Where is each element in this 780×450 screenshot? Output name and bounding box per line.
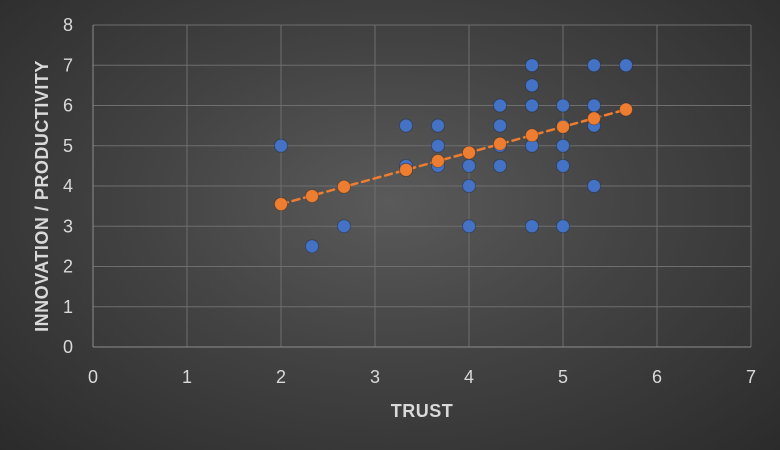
- data-point: [305, 239, 320, 254]
- data-point: [556, 158, 570, 173]
- x-tick-label: 0: [88, 367, 98, 387]
- y-axis-title: INNOVATION / PRODUCTIVITY: [32, 60, 52, 332]
- y-tick-label: 7: [63, 55, 73, 75]
- data-point: [493, 158, 508, 173]
- data-point: [462, 179, 476, 193]
- data-point: [524, 219, 539, 234]
- data-point: [430, 118, 445, 133]
- fitted-point: [305, 189, 320, 204]
- fitted-point: [430, 154, 445, 169]
- data-point: [556, 219, 570, 234]
- y-tick-label: 3: [63, 216, 73, 236]
- fitted-point: [493, 136, 508, 151]
- x-tick-label: 4: [464, 367, 474, 387]
- x-tick-label: 2: [276, 367, 286, 387]
- fitted-point: [556, 119, 570, 134]
- tick-labels: 0 1 2 3 4 5 6 7 0 1 2 3 4 5 6 7 8: [63, 15, 756, 387]
- x-tick-label: 7: [746, 367, 756, 387]
- data-point: [493, 98, 508, 113]
- data-point: [462, 219, 476, 234]
- y-tick-label: 2: [63, 257, 73, 277]
- fitted-point: [274, 197, 288, 212]
- fitted-point: [587, 111, 602, 126]
- y-tick-label: 4: [63, 176, 73, 196]
- y-tick-label: 5: [63, 136, 73, 156]
- data-point: [556, 138, 570, 153]
- fitted-point: [462, 145, 476, 160]
- x-tick-label: 5: [558, 367, 568, 387]
- trendline: [279, 108, 628, 206]
- data-point: [524, 58, 539, 73]
- x-tick-label: 6: [652, 367, 662, 387]
- fitted-point: [618, 102, 633, 117]
- data-point: [556, 98, 570, 113]
- trendline-layer: [279, 108, 628, 206]
- data-point: [399, 118, 414, 133]
- axes: [92, 25, 751, 348]
- x-tick-label: 1: [182, 367, 192, 387]
- data-point: [587, 58, 602, 73]
- x-tick-label: 3: [370, 367, 380, 387]
- data-point: [462, 158, 476, 173]
- y-tick-label: 1: [63, 297, 73, 317]
- x-axis-title: TRUST: [391, 401, 454, 421]
- data-point: [336, 219, 351, 234]
- data-point: [524, 78, 539, 93]
- data-point: [493, 118, 508, 133]
- data-point: [587, 179, 602, 193]
- data-point: [618, 58, 633, 73]
- gridlines: [93, 24, 752, 347]
- y-tick-label: 8: [63, 15, 73, 35]
- data-point: [524, 98, 539, 113]
- fitted-point: [399, 162, 414, 177]
- observed-points: [274, 58, 633, 254]
- y-tick-label: 0: [63, 337, 73, 357]
- fitted-point: [336, 179, 351, 194]
- y-tick-label: 6: [63, 96, 73, 116]
- fitted-point: [524, 128, 539, 143]
- data-point: [430, 138, 445, 153]
- data-point: [274, 138, 288, 153]
- fitted-points: [274, 102, 633, 212]
- data-point: [587, 98, 602, 113]
